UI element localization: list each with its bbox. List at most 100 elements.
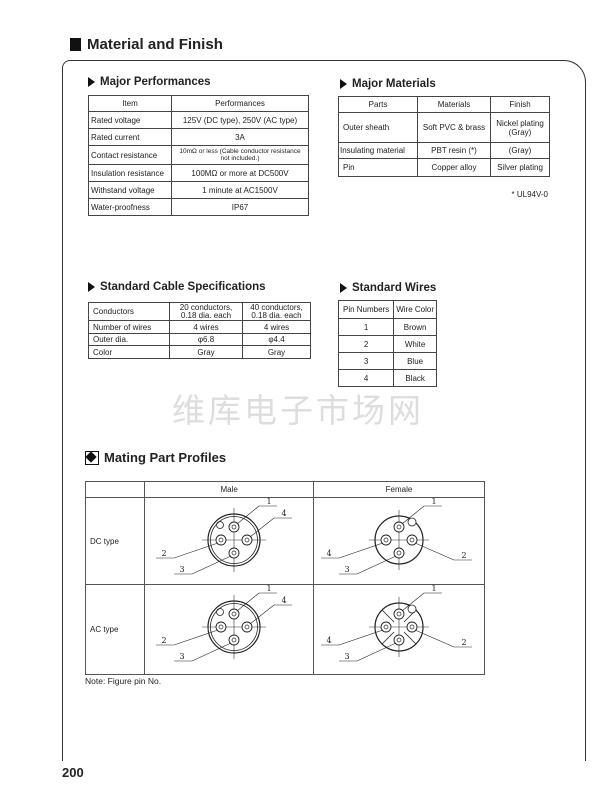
table-row: Outer sheath Soft PVC & brass Nickel plati… xyxy=(338,112,550,143)
cell: 4 xyxy=(337,369,395,387)
header-cell: Materials xyxy=(417,96,491,113)
cell: Color xyxy=(88,345,170,359)
pin-4 xyxy=(241,534,253,546)
cell: Black xyxy=(393,369,437,387)
cell: 4 wires xyxy=(169,320,243,334)
triangle-bullet-icon xyxy=(340,79,347,89)
female-ac-diagram: 1 2 3 4 xyxy=(321,584,472,662)
leader-line xyxy=(401,505,425,525)
table-row: Color Gray Gray xyxy=(88,345,311,359)
triangle-bullet-icon xyxy=(340,283,347,293)
table-row: DC type 1 2 3 4 1 2 3 4 xyxy=(84,497,485,585)
pin-label: 1 xyxy=(267,498,272,506)
heading-text: Major Materials xyxy=(352,78,436,90)
cell: Insulation resistance xyxy=(88,164,172,182)
pin-4 xyxy=(380,534,392,546)
heading-text: Mating Part Profiles xyxy=(104,450,227,465)
pin-core xyxy=(231,611,237,617)
header-cell: Finish xyxy=(490,96,550,113)
cell: φ6.8 xyxy=(169,333,243,346)
cable-specs-table: Conductors 20 conductors, 0.18 dia. each 4… xyxy=(88,302,311,359)
table-row: Insulation resistance 100MΩ or more at DC… xyxy=(88,164,309,182)
leader-line xyxy=(338,629,384,646)
pin-label: 2 xyxy=(461,638,466,647)
mating-profiles-heading: Mating Part Profiles xyxy=(85,450,226,465)
mating-profiles-table: Male Female DC type 1 2 3 4 1 2 3 4 AC type 1 2 3… xyxy=(84,481,485,675)
key-notch xyxy=(407,517,417,527)
cell: 40 conductors, 0.18 dia. each xyxy=(242,302,311,321)
cell: Insulating material xyxy=(338,142,418,159)
pin-core xyxy=(409,624,415,630)
cell: Outer sheath xyxy=(338,112,418,143)
pin-core xyxy=(396,637,402,643)
standard-wires-table: Pin Numbers Wire Color 1 Brown 2 White 3 Blu… xyxy=(337,300,437,387)
table-row: Number of wires 4 wires 4 wires xyxy=(88,320,311,334)
cell: Pin xyxy=(338,158,418,177)
male-dc-diagram: 1 2 3 4 xyxy=(156,497,293,575)
cell: Water-proofness xyxy=(88,198,172,216)
pin-core xyxy=(396,611,402,617)
pin-label: 4 xyxy=(282,509,287,518)
header-cell: Female xyxy=(313,481,485,498)
pin-label: 3 xyxy=(344,565,349,574)
materials-footnote: * UL94V-0 xyxy=(511,190,548,199)
pin-label: 1 xyxy=(431,585,436,593)
pin-2 xyxy=(215,534,227,546)
leader-line xyxy=(236,505,260,525)
leader-line xyxy=(414,629,455,648)
pin-1 xyxy=(393,608,405,620)
pin-label: 2 xyxy=(461,551,466,560)
header-cell: Male xyxy=(144,481,314,498)
table-row: Conductors 20 conductors, 0.18 dia. each 4… xyxy=(88,302,311,321)
cell: Silver plating xyxy=(490,158,550,177)
cell: Outer dia. xyxy=(88,333,170,346)
section-frame xyxy=(62,60,586,761)
header-cell: Item xyxy=(88,95,172,112)
pin-3 xyxy=(228,634,240,646)
cell: 3 xyxy=(337,352,395,370)
table-row: Rated current 3A xyxy=(88,128,309,146)
table-row: Water-proofness IP67 xyxy=(88,198,309,216)
heading-text: Standard Wires xyxy=(352,282,437,294)
table-row: Outer dia. φ6.8 φ4.4 xyxy=(88,333,311,346)
leader-line xyxy=(174,542,219,559)
pin-label: 3 xyxy=(344,652,349,661)
cell: Number of wires xyxy=(88,320,170,334)
cell: Rated current xyxy=(88,128,172,146)
cell: 100MΩ or more at DC500V xyxy=(171,164,309,182)
leader-line xyxy=(192,642,232,662)
leader-line xyxy=(174,629,219,646)
pin-label: 4 xyxy=(326,549,331,558)
leader-line xyxy=(249,604,275,625)
pin-core xyxy=(383,624,389,630)
pin-label: 3 xyxy=(180,565,185,574)
female-dc-diagram: 1 2 3 4 xyxy=(321,497,472,575)
pin-core xyxy=(409,537,415,543)
watermark: 维库电子市场网 xyxy=(172,391,424,430)
cell: 10mΩ or less (Cable conductor resistance… xyxy=(171,145,309,165)
cell: IP67 xyxy=(171,198,309,216)
figure-note: Note: Figure pin No. xyxy=(85,676,162,686)
cell: Withstand voltage xyxy=(88,181,172,199)
pin-core xyxy=(218,537,224,543)
pin-1 xyxy=(393,521,405,533)
pin-label: 4 xyxy=(326,636,331,645)
pin-label: 4 xyxy=(282,596,287,605)
pin-label: 1 xyxy=(267,585,272,593)
cell: (Gray) xyxy=(490,142,550,159)
cell: Contact resistance xyxy=(88,145,172,165)
diamond-bullet-icon xyxy=(85,450,99,465)
cell: φ4.4 xyxy=(242,333,311,346)
cell: PBT resin (*) xyxy=(417,142,491,159)
pin-2 xyxy=(406,534,418,546)
pin-1 xyxy=(228,521,240,533)
pin-core xyxy=(231,524,237,530)
pin-label: 2 xyxy=(162,636,167,645)
leader-line xyxy=(249,517,275,538)
row-label: DC type xyxy=(84,497,146,585)
insulator-divider xyxy=(381,609,395,623)
leader-line xyxy=(356,555,397,575)
insulator-divider xyxy=(381,631,395,645)
pin-core xyxy=(244,537,250,543)
